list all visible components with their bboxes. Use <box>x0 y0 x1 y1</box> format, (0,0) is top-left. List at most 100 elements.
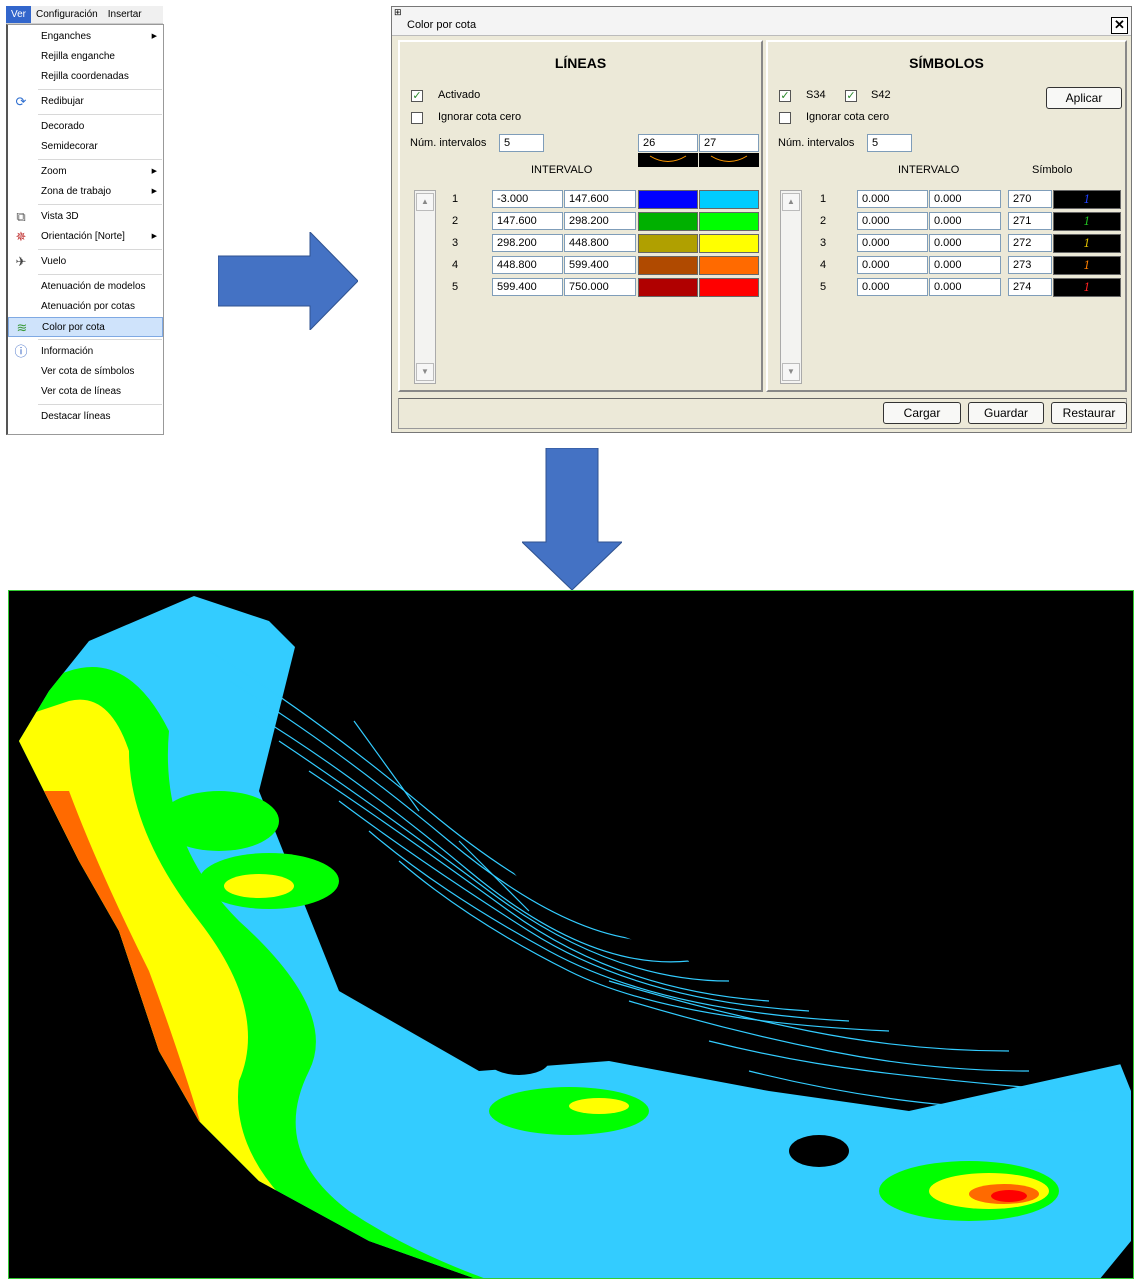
right-arrow-icon <box>218 232 358 330</box>
simbolos-num-intervalos-label: Núm. intervalos <box>778 137 855 149</box>
menu-item-ver-cota-simbolos[interactable]: Ver cota de símbolos <box>41 366 135 377</box>
menu-item-enganches[interactable]: Enganches ▶ <box>8 27 163 47</box>
symbol-code-input[interactable]: 274 <box>1008 278 1052 296</box>
menu-item-rejilla-coordenadas[interactable]: Rejilla coordenadas <box>41 71 129 82</box>
simbolos-to-input[interactable]: 0.000 <box>929 278 1001 296</box>
simbolos-to-input[interactable]: 0.000 <box>929 256 1001 274</box>
lineas-color-2-swatch[interactable] <box>699 278 759 297</box>
menu-item-destacar-lineas[interactable]: Destacar líneas <box>41 411 111 422</box>
symbol-preview-icon[interactable]: 1 <box>1053 256 1121 275</box>
menu-item-atenuacion-modelos[interactable]: Atenuación de modelos <box>41 281 146 292</box>
dialog-titlebar: ⊞ Color por cota ✕ <box>392 7 1131 36</box>
lineas-color-1-swatch[interactable] <box>638 190 698 209</box>
s34-label: S34 <box>806 89 826 101</box>
cargar-button[interactable]: Cargar <box>883 402 961 424</box>
symbol-code-input[interactable]: 272 <box>1008 234 1052 252</box>
menu-item-ver-cota-lineas[interactable]: Ver cota de líneas <box>41 386 122 397</box>
menu-ver[interactable]: Ver <box>6 6 32 23</box>
scroll-down-icon[interactable]: ▼ <box>416 363 434 381</box>
lineas-to-input[interactable]: 448.800 <box>564 234 636 252</box>
menu-item-rejilla-enganche[interactable]: Rejilla enganche <box>41 51 115 62</box>
simbolo-header: Símbolo <box>1032 164 1073 176</box>
s34-checkbox[interactable]: ✓ <box>779 90 791 102</box>
menu-item-color-por-cota[interactable]: ≋ Color por cota <box>8 317 163 337</box>
menu-item-zoom[interactable]: Zoom ▶ <box>8 162 163 182</box>
lineas-to-input[interactable]: 599.400 <box>564 256 636 274</box>
restaurar-button[interactable]: Restaurar <box>1051 402 1127 424</box>
simbolos-from-input[interactable]: 0.000 <box>857 256 928 274</box>
lineas-from-input[interactable]: -3.000 <box>492 190 563 208</box>
lineas-to-input[interactable]: 750.000 <box>564 278 636 296</box>
lineas-color-1-swatch[interactable] <box>638 212 698 231</box>
simbolos-from-input[interactable]: 0.000 <box>857 212 928 230</box>
scroll-up-icon[interactable]: ▲ <box>782 193 800 211</box>
line-sample-26-icon <box>638 153 698 167</box>
lineas-ignorar-checkbox[interactable] <box>411 112 423 124</box>
simbolos-to-input[interactable]: 0.000 <box>929 234 1001 252</box>
down-arrow-icon <box>522 448 622 590</box>
symbol-code-input[interactable]: 273 <box>1008 256 1052 274</box>
dialog-button-bar: Cargar Guardar Restaurar <box>398 398 1127 429</box>
lineas-to-input[interactable]: 298.200 <box>564 212 636 230</box>
symbol-preview-icon[interactable]: 1 <box>1053 234 1121 253</box>
simbolos-row-number: 2 <box>820 215 827 227</box>
simbolos-num-intervalos-input[interactable]: 5 <box>867 134 912 152</box>
lineas-color-2-swatch[interactable] <box>699 234 759 253</box>
s42-checkbox[interactable]: ✓ <box>845 90 857 102</box>
menu-item-atenuacion-cotas[interactable]: Atenuación por cotas <box>41 301 135 312</box>
lineas-from-input[interactable]: 599.400 <box>492 278 563 296</box>
menu-configuracion[interactable]: Configuración <box>36 9 98 20</box>
lineas-color-1-swatch[interactable] <box>638 256 698 275</box>
aplicar-button[interactable]: Aplicar <box>1046 87 1122 109</box>
lineas-ignorar-label: Ignorar cota cero <box>438 111 522 123</box>
airplane-icon: ✈ <box>15 254 27 269</box>
menu-dropdown: Enganches ▶ Rejilla enganche Rejilla coor… <box>6 24 164 435</box>
simbolos-to-input[interactable]: 0.000 <box>929 212 1001 230</box>
menu-item-informacion[interactable]: ⓘ Información <box>14 344 94 359</box>
menu-item-zona-de-trabajo[interactable]: Zona de trabajo ▶ <box>8 182 163 202</box>
lineas-scrollbar[interactable]: ▲ ▼ <box>414 190 436 384</box>
simbolos-ignorar-checkbox[interactable] <box>779 112 791 124</box>
lineas-from-input[interactable]: 298.200 <box>492 234 563 252</box>
symbol-preview-icon[interactable]: 1 <box>1053 190 1121 209</box>
menu-item-vuelo[interactable]: ✈ Vuelo <box>8 252 163 272</box>
lineas-color-2-swatch[interactable] <box>699 190 759 209</box>
close-button[interactable]: ✕ <box>1111 17 1128 34</box>
activado-label: Activado <box>438 89 481 101</box>
contour-map-view[interactable] <box>8 590 1134 1279</box>
line-code-27-input[interactable]: 27 <box>699 134 759 152</box>
pin-icon[interactable]: ⊞ <box>394 7 402 17</box>
simbolos-row-number: 3 <box>820 237 827 249</box>
submenu-arrow-icon: ▶ <box>151 33 157 40</box>
submenu-arrow-icon: ▶ <box>151 233 157 240</box>
submenu-arrow-icon: ▶ <box>151 188 157 195</box>
simbolos-scrollbar[interactable]: ▲ ▼ <box>780 190 802 384</box>
lineas-to-input[interactable]: 147.600 <box>564 190 636 208</box>
lineas-color-2-swatch[interactable] <box>699 212 759 231</box>
simbolos-from-input[interactable]: 0.000 <box>857 278 928 296</box>
menu-item-decorado[interactable]: Decorado <box>41 121 85 132</box>
lineas-color-2-swatch[interactable] <box>699 256 759 275</box>
line-code-26-input[interactable]: 26 <box>638 134 698 152</box>
lineas-from-input[interactable]: 448.800 <box>492 256 563 274</box>
menu-item-orientacion[interactable]: ✵ Orientación [Norte] ▶ <box>8 227 163 247</box>
lineas-from-input[interactable]: 147.600 <box>492 212 563 230</box>
symbol-code-input[interactable]: 270 <box>1008 190 1052 208</box>
menu-insertar[interactable]: Insertar <box>107 9 142 20</box>
symbol-preview-icon[interactable]: 1 <box>1053 278 1121 297</box>
lineas-color-1-swatch[interactable] <box>638 278 698 297</box>
symbol-code-input[interactable]: 271 <box>1008 212 1052 230</box>
simbolos-to-input[interactable]: 0.000 <box>929 190 1001 208</box>
simbolos-from-input[interactable]: 0.000 <box>857 234 928 252</box>
scroll-up-icon[interactable]: ▲ <box>416 193 434 211</box>
guardar-button[interactable]: Guardar <box>968 402 1044 424</box>
lineas-color-1-swatch[interactable] <box>638 234 698 253</box>
symbol-preview-icon[interactable]: 1 <box>1053 212 1121 231</box>
menu-item-semidecorar[interactable]: Semidecorar <box>41 141 98 152</box>
activado-checkbox[interactable]: ✓ <box>411 90 423 102</box>
menu-item-redibujar[interactable]: ⟳ Redibujar <box>8 92 163 112</box>
simbolos-from-input[interactable]: 0.000 <box>857 190 928 208</box>
lineas-num-intervalos-input[interactable]: 5 <box>499 134 544 152</box>
menu-item-vista-3d[interactable]: ⧉ Vista 3D <box>8 207 163 227</box>
scroll-down-icon[interactable]: ▼ <box>782 363 800 381</box>
